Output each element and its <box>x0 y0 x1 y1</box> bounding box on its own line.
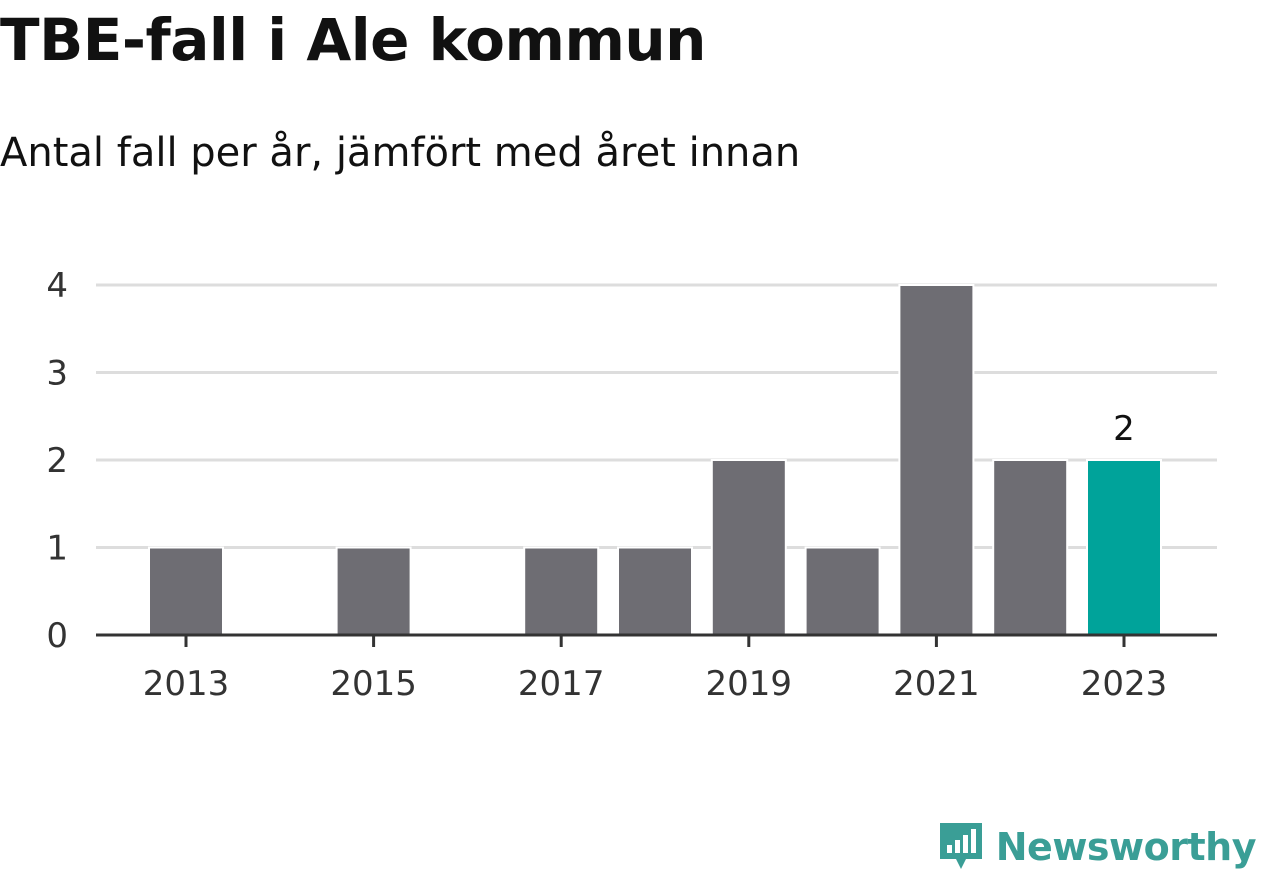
bar <box>710 459 787 636</box>
x-tick-label: 2013 <box>143 664 230 704</box>
x-tick-label: 2021 <box>893 664 980 704</box>
bar <box>617 546 693 636</box>
bar <box>335 546 412 636</box>
bar <box>992 459 1069 636</box>
data-label: 2 <box>1113 409 1135 449</box>
x-tick-label: 2017 <box>518 664 605 704</box>
y-tick-label: 2 <box>46 441 68 481</box>
newsworthy-logo: Newsworthy <box>936 819 1257 875</box>
bar <box>148 546 224 636</box>
x-tick-label: 2019 <box>706 664 793 704</box>
y-tick-label: 4 <box>46 266 68 306</box>
bar <box>804 546 881 636</box>
y-tick-label: 0 <box>46 616 68 656</box>
chart-subtitle: Antal fall per år, jämfört med året inna… <box>0 130 801 176</box>
x-tick-label: 2023 <box>1081 664 1168 704</box>
y-tick-label: 1 <box>46 529 68 569</box>
logo-text: Newsworthy <box>995 825 1257 869</box>
chart-title: TBE-fall i Ale kommun <box>0 6 706 74</box>
bar-chart-speech-bubble-icon <box>939 823 982 869</box>
x-tick-label: 2015 <box>330 664 417 704</box>
y-tick-label: 3 <box>46 354 68 394</box>
bar <box>523 546 600 636</box>
highlight-bar <box>1086 459 1162 636</box>
bar <box>898 284 975 636</box>
